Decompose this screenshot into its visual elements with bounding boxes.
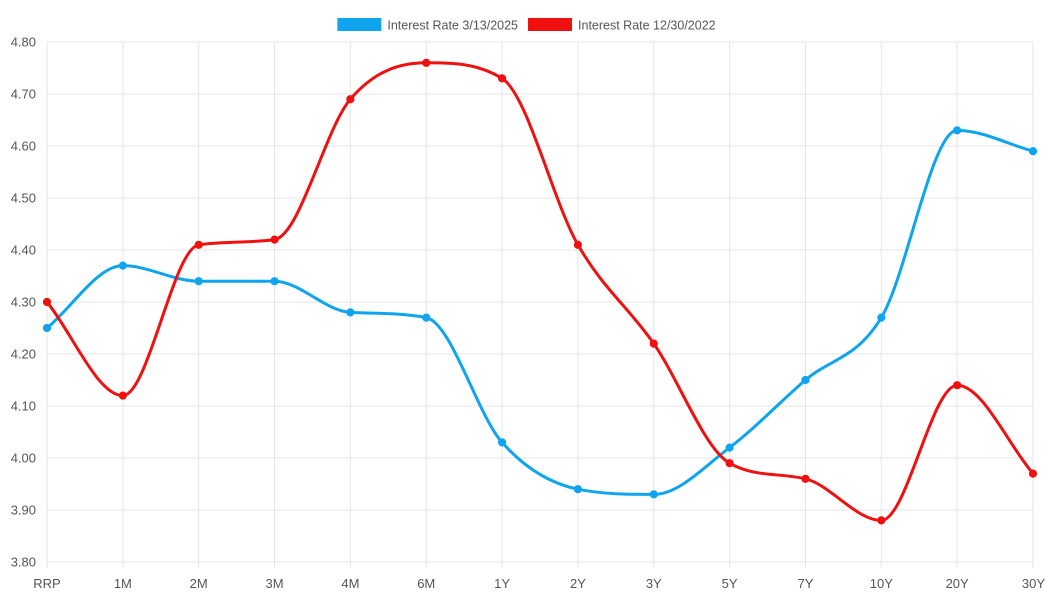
- data-point[interactable]: [877, 313, 886, 322]
- y-tick-label: 4.00: [11, 451, 36, 466]
- legend: Interest Rate 3/13/2025 Interest Rate 12/…: [337, 18, 716, 33]
- x-tick-label: 10Y: [870, 576, 893, 591]
- y-tick-label: 4.20: [11, 347, 36, 362]
- legend-label: Interest Rate 3/13/2025: [387, 19, 518, 33]
- y-tick-label: 3.90: [11, 503, 36, 518]
- data-point[interactable]: [953, 381, 962, 390]
- x-tick-label: 2M: [190, 576, 208, 591]
- data-point[interactable]: [346, 308, 355, 317]
- series-line: [45, 128, 1035, 496]
- legend-item[interactable]: Interest Rate 12/30/2022: [528, 18, 716, 33]
- data-point[interactable]: [422, 58, 431, 67]
- data-point[interactable]: [118, 391, 127, 400]
- x-tick-label: 1M: [114, 576, 132, 591]
- grid: [46, 41, 1034, 568]
- legend-swatch: [337, 18, 382, 31]
- y-tick-label: 4.60: [11, 139, 36, 154]
- y-tick-label: 4.80: [11, 35, 36, 50]
- y-tick-label: 3.80: [11, 555, 36, 570]
- data-point[interactable]: [573, 240, 583, 249]
- x-tick-label: 7Y: [798, 576, 814, 591]
- x-tick-label: RRP: [33, 576, 60, 591]
- data-point[interactable]: [801, 474, 810, 483]
- series: [42, 58, 1038, 525]
- data-point[interactable]: [497, 438, 507, 447]
- axes: 4.80 4.70 4.60 4.50 4.40 4.30 4.20 4.10 4.00 3.90…: [11, 35, 1045, 592]
- data-point[interactable]: [194, 240, 203, 249]
- x-tick-label: 20Y: [946, 576, 969, 591]
- data-point[interactable]: [194, 277, 203, 286]
- data-point[interactable]: [270, 277, 279, 286]
- data-point[interactable]: [649, 339, 658, 348]
- legend-swatch: [528, 18, 573, 31]
- x-tick-label: 6M: [417, 576, 435, 591]
- y-tick-label: 4.30: [11, 295, 36, 310]
- y-tick-label: 4.50: [11, 191, 36, 206]
- data-point[interactable]: [1028, 147, 1038, 156]
- data-point[interactable]: [497, 74, 507, 83]
- x-tick-label: 30Y: [1022, 576, 1045, 591]
- data-point[interactable]: [573, 485, 583, 494]
- x-tick-label: 4M: [341, 576, 359, 591]
- x-tick-label: 3M: [266, 576, 284, 591]
- data-point[interactable]: [270, 235, 279, 244]
- data-point[interactable]: [649, 490, 658, 499]
- data-point[interactable]: [422, 313, 431, 322]
- data-point[interactable]: [877, 516, 886, 525]
- data-point[interactable]: [725, 459, 734, 468]
- data-point[interactable]: [801, 375, 810, 385]
- y-tick-label: 4.40: [11, 243, 36, 258]
- y-tick-label: 4.10: [11, 399, 36, 414]
- data-point[interactable]: [42, 323, 52, 333]
- series-line: [45, 61, 1035, 522]
- data-point[interactable]: [42, 297, 52, 307]
- data-point[interactable]: [1028, 469, 1038, 478]
- y-tick-label: 4.70: [11, 87, 36, 102]
- x-tick-label: 5Y: [722, 576, 738, 591]
- data-point[interactable]: [346, 95, 355, 104]
- legend-item[interactable]: Interest Rate 3/13/2025: [337, 18, 518, 33]
- x-tick-label: 2Y: [570, 576, 586, 591]
- series-2: [42, 58, 1038, 525]
- data-point[interactable]: [118, 261, 127, 270]
- data-point[interactable]: [953, 126, 962, 135]
- series-1: [42, 126, 1038, 499]
- data-point[interactable]: [725, 443, 734, 452]
- x-tick-label: 3Y: [646, 576, 662, 591]
- x-tick-label: 1Y: [494, 576, 510, 591]
- legend-label: Interest Rate 12/30/2022: [578, 19, 716, 33]
